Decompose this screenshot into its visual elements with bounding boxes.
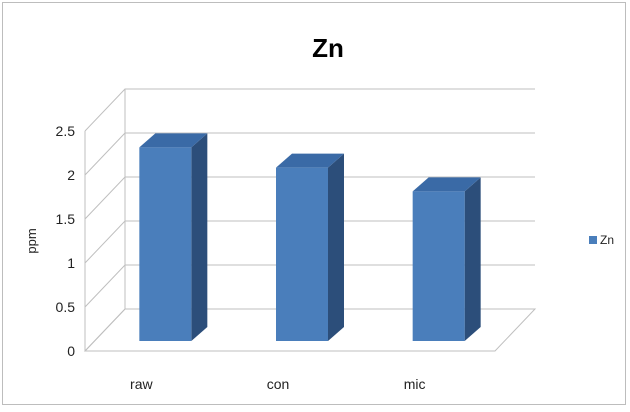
gridline <box>84 176 535 220</box>
bar-series <box>139 133 481 341</box>
bar-front <box>139 147 192 341</box>
bar-side <box>328 153 344 341</box>
bar-side <box>464 177 481 341</box>
gridline <box>84 308 535 352</box>
bar-top <box>276 153 344 168</box>
bar-mic <box>412 177 481 341</box>
x-tick-label: con <box>267 376 290 392</box>
y-tick-labels: 0 0.5 1 1.5 2 2.5 <box>56 123 76 359</box>
x-tick-label: raw <box>130 376 153 392</box>
gridline <box>84 88 535 132</box>
gridline <box>84 264 535 308</box>
bar-raw <box>139 133 208 341</box>
bar-front <box>276 167 328 341</box>
y-tick-label: 1.5 <box>56 211 76 227</box>
y-tick-label: 1 <box>67 255 75 271</box>
bar-side <box>191 133 208 341</box>
bar-top <box>139 133 208 148</box>
x-tick-labels: raw con mic <box>130 376 426 392</box>
gridline <box>84 132 535 176</box>
chart-title: Zn <box>312 33 344 63</box>
y-tick-label: 2.5 <box>56 123 76 139</box>
y-axis-title: ppm <box>24 228 39 253</box>
gridlines <box>84 88 535 352</box>
bar-front <box>412 191 465 341</box>
legend-swatch-zn <box>589 236 597 244</box>
chart-frame: 0 0.5 1 1.5 2 2.5 raw con mic Zn ppm Zn <box>2 2 626 405</box>
y-tick-label: 2 <box>67 167 75 183</box>
x-tick-label: mic <box>404 376 426 392</box>
legend: Zn <box>589 233 614 247</box>
gridline <box>84 220 535 264</box>
bar-top <box>412 177 481 192</box>
bar-chart: 0 0.5 1 1.5 2 2.5 raw con mic Zn ppm Zn <box>24 33 614 392</box>
bar-con <box>276 153 344 341</box>
y-tick-label: 0 <box>67 343 75 359</box>
legend-label-zn: Zn <box>600 233 614 247</box>
y-tick-label: 0.5 <box>56 299 76 315</box>
